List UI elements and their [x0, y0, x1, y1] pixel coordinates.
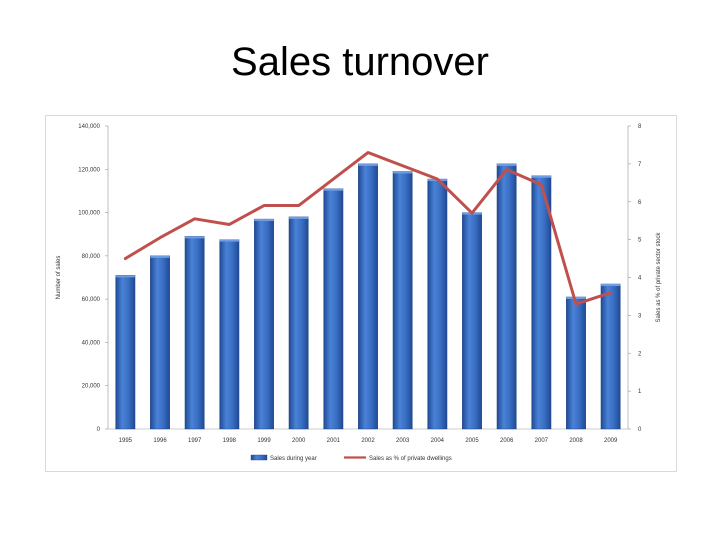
x-tick-label: 2008 [569, 438, 583, 444]
y-left-tick-label: 20,000 [82, 384, 101, 390]
line-point [263, 204, 265, 207]
bar [600, 283, 621, 430]
bar [392, 171, 413, 430]
y-right-tick-label: 2 [638, 351, 642, 357]
bar [150, 255, 170, 430]
x-tick-label: 2001 [327, 438, 341, 444]
bar [462, 212, 482, 430]
x-tick-label: 1995 [119, 438, 133, 444]
x-tick-label: 2006 [500, 438, 514, 444]
line-series [123, 151, 613, 306]
chart-frame: 0 20,000 40,000 60,000 80,000 100,000 120,000 1… [45, 115, 677, 472]
bar [115, 275, 136, 430]
x-tick-label: 2009 [604, 438, 618, 444]
y-right-tick-label: 4 [638, 276, 642, 282]
y-axis-right-title: Sales as % of private sector stock [656, 231, 662, 322]
y-left-tick-label: 0 [97, 427, 101, 433]
x-tick-label: 2007 [535, 438, 549, 444]
bar [358, 163, 378, 430]
line-point [401, 164, 404, 167]
bar [566, 296, 586, 430]
bar-cap [115, 275, 136, 278]
y-left-tick-label: 120,000 [78, 167, 100, 173]
bar [254, 218, 274, 430]
x-tick-label: 1998 [223, 438, 237, 444]
line-point [193, 217, 196, 220]
legend-bar-swatch [250, 454, 268, 461]
x-tick-label: 2004 [431, 438, 445, 444]
x-tick-label: 1997 [188, 438, 202, 444]
bar-cap [323, 188, 344, 191]
bar-cap [496, 163, 517, 166]
line-point [124, 257, 127, 260]
bar-cap [600, 283, 621, 286]
x-tick-label: 1996 [153, 438, 167, 444]
line-point [332, 178, 335, 180]
chart-legend: Sales during year Sales as % of private d… [250, 454, 452, 462]
line-point [228, 223, 231, 226]
bar-cap [219, 239, 240, 242]
bar [323, 188, 344, 430]
bar-cap [358, 163, 378, 166]
bar-cap [288, 216, 309, 219]
sales-chart: 0 20,000 40,000 60,000 80,000 100,000 120,000 1… [56, 124, 662, 462]
bar [427, 178, 448, 430]
bar [184, 236, 205, 430]
x-tick-label: 2002 [361, 438, 375, 444]
y-right-tick-label: 3 [638, 313, 642, 319]
line-point [471, 212, 473, 214]
y-right-tick-label: 8 [638, 124, 642, 130]
y-right-tick-label: 6 [638, 200, 642, 206]
bar-cap [254, 219, 274, 222]
legend-line-label: Sales as % of private dwellings [369, 456, 452, 462]
y-right-tick-label: 0 [638, 427, 642, 433]
y-left-tick-label: 100,000 [78, 211, 100, 217]
x-tick-label: 2003 [396, 438, 410, 444]
y-right-tick-label: 7 [638, 162, 642, 168]
line-point [297, 204, 300, 207]
y-left-tick-label: 40,000 [82, 340, 101, 346]
bar-cap [150, 255, 170, 258]
y-left-tick-label: 60,000 [82, 297, 101, 303]
y-left-tick-label: 80,000 [82, 254, 101, 260]
bar [288, 216, 309, 430]
line-point [505, 168, 508, 171]
x-tick-label: 2005 [465, 438, 479, 444]
legend-bar-label: Sales during year [270, 456, 317, 462]
bar-cap [566, 296, 586, 299]
bar-cap [392, 171, 413, 174]
y-right-tick-label: 1 [638, 389, 642, 395]
y-left-tick-label: 140,000 [78, 124, 100, 130]
line-point [159, 236, 161, 239]
slide-title: Sales turnover [231, 40, 489, 84]
line-point [436, 178, 439, 180]
bar-cap [531, 175, 552, 178]
bar [219, 239, 240, 430]
line-point [367, 151, 369, 154]
line-point [609, 291, 612, 294]
chart-labels: 0 20,000 40,000 60,000 80,000 100,000 120,000 1… [56, 124, 662, 444]
bar-cap [184, 236, 205, 239]
y-axis-left-title: Number of sales [56, 256, 62, 300]
bar [531, 175, 552, 430]
x-tick-label: 2000 [292, 438, 306, 444]
y-right-tick-label: 5 [638, 238, 642, 244]
line-point [540, 183, 543, 186]
bar [496, 163, 517, 430]
x-tick-label: 1999 [257, 438, 271, 444]
bar-series [115, 163, 621, 430]
line-point [575, 303, 577, 305]
